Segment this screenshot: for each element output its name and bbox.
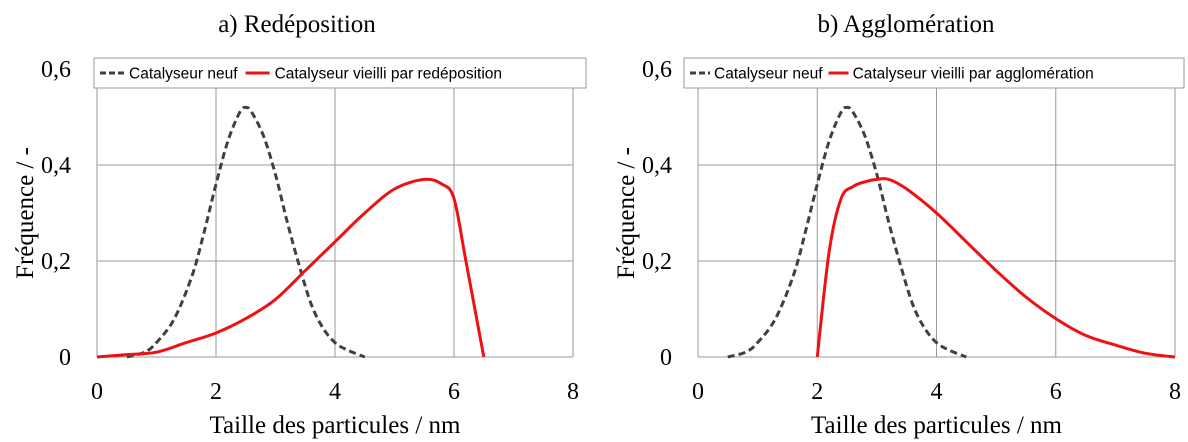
x-tick-label: 0: [91, 379, 103, 405]
chart-title: b) Agglomération: [817, 11, 995, 38]
legend: Catalyseur neuf Catalyseur vieilli par re…: [93, 57, 587, 89]
x-tick-label: 2: [210, 379, 222, 405]
legend-label: Catalyseur vieilli par agglomération: [853, 66, 1094, 83]
legend-box: [93, 57, 587, 89]
x-tick-label: 2: [811, 379, 823, 405]
legend: Catalyseur neuf Catalyseur vieilli par ag…: [683, 57, 1185, 89]
x-tick-label: 4: [931, 379, 943, 405]
series-line-catalyseur-vieilli: [96, 177, 486, 359]
y-axis-label: Fréquence / -: [613, 147, 640, 279]
series-line-catalyseur-neuf: [727, 105, 967, 359]
x-tick-label: 6: [1050, 379, 1062, 405]
chart-panel-redeposition: 0 2 4 6 8 0 0,2 0,4 0,6 a) Redéposition Taille des…: [12, 11, 587, 439]
legend-box: [683, 57, 1185, 89]
y-tick-label: 0,2: [41, 249, 71, 275]
y-tick-label: 0,4: [642, 153, 672, 179]
legend-label: Catalyseur vieilli par redéposition: [275, 66, 502, 83]
x-tick-label: 6: [448, 379, 460, 405]
y-tick-label: 0,6: [642, 57, 672, 83]
y-tick-label: 0: [59, 345, 71, 371]
y-tick-label: 0,6: [41, 57, 71, 83]
y-tick-label: 0,4: [41, 153, 71, 179]
y-tick-label: 0,2: [642, 249, 672, 275]
legend-label: Catalyseur neuf: [129, 66, 238, 83]
x-axis-label: Taille des particules / nm: [811, 412, 1063, 439]
x-tick-label: 4: [329, 379, 341, 405]
chart-title: a) Redéposition: [218, 11, 376, 38]
y-axis-label: Fréquence / -: [12, 147, 39, 279]
chart-panel-agglomeration: 0 2 4 6 8 0 0,2 0,4 0,6 b) Agglomération Taille de…: [613, 11, 1185, 439]
x-axis-label: Taille des particules / nm: [210, 412, 462, 439]
legend-label: Catalyseur neuf: [714, 66, 823, 83]
x-tick-label: 0: [692, 379, 704, 405]
series-line-catalyseur-neuf: [126, 105, 366, 359]
y-tick-label: 0: [660, 345, 672, 371]
series-line-catalyseur-vieilli: [815, 177, 1176, 359]
x-tick-label: 8: [567, 379, 579, 405]
x-tick-label: 8: [1169, 379, 1181, 405]
